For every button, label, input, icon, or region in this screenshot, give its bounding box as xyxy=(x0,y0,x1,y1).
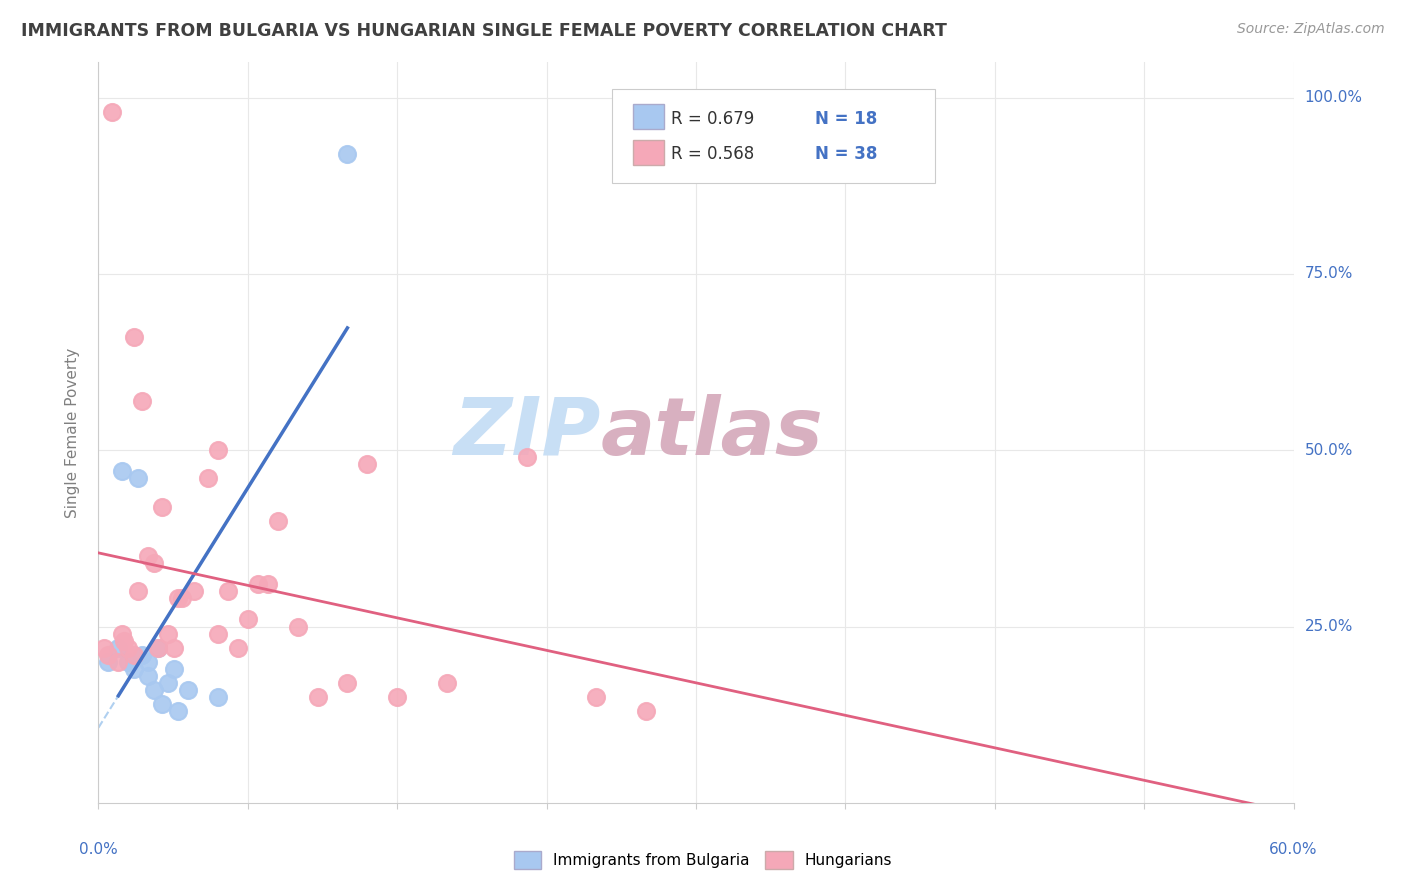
Point xyxy=(107,640,129,655)
Point xyxy=(93,640,115,655)
Point xyxy=(136,655,159,669)
Point xyxy=(148,640,170,655)
Point xyxy=(157,676,180,690)
Point xyxy=(101,104,124,119)
Point xyxy=(111,464,134,478)
Point xyxy=(636,704,658,718)
Point xyxy=(136,669,159,683)
Point xyxy=(117,640,139,655)
Text: ZIP: ZIP xyxy=(453,393,600,472)
Point xyxy=(207,626,229,640)
Text: 60.0%: 60.0% xyxy=(1270,842,1317,856)
Point xyxy=(585,690,607,704)
Text: 50.0%: 50.0% xyxy=(1305,442,1353,458)
Text: 25.0%: 25.0% xyxy=(1305,619,1353,634)
Point xyxy=(131,393,153,408)
Point xyxy=(385,690,409,704)
Point xyxy=(267,514,290,528)
Text: R = 0.568: R = 0.568 xyxy=(671,145,754,163)
Legend: Immigrants from Bulgaria, Hungarians: Immigrants from Bulgaria, Hungarians xyxy=(508,845,898,875)
Point xyxy=(256,577,278,591)
Point xyxy=(436,676,458,690)
Point xyxy=(336,676,359,690)
Text: R = 0.679: R = 0.679 xyxy=(671,110,754,128)
Point xyxy=(177,683,200,698)
Point xyxy=(246,577,269,591)
Point xyxy=(124,330,146,344)
Point xyxy=(117,655,139,669)
Text: N = 38: N = 38 xyxy=(815,145,877,163)
Point xyxy=(172,591,194,606)
Point xyxy=(107,655,129,669)
Point xyxy=(516,450,538,465)
Text: 75.0%: 75.0% xyxy=(1305,267,1353,282)
Point xyxy=(97,655,120,669)
Point xyxy=(197,471,219,485)
Point xyxy=(150,500,173,514)
Point xyxy=(112,633,135,648)
Point xyxy=(136,549,159,563)
Point xyxy=(124,648,146,662)
Point xyxy=(167,704,190,718)
Point xyxy=(157,626,180,640)
Point xyxy=(207,443,229,458)
Point xyxy=(287,619,309,633)
Point xyxy=(163,662,186,676)
Point xyxy=(307,690,329,704)
Point xyxy=(97,648,120,662)
Point xyxy=(148,640,170,655)
Text: atlas: atlas xyxy=(600,393,823,472)
Point xyxy=(356,458,378,472)
Point xyxy=(336,147,359,161)
Point xyxy=(131,648,153,662)
Point xyxy=(163,640,186,655)
Point xyxy=(207,690,229,704)
Point xyxy=(236,612,259,626)
Point xyxy=(167,591,190,606)
Point xyxy=(127,471,149,485)
Point xyxy=(217,584,239,599)
Point xyxy=(111,626,134,640)
Point xyxy=(183,584,205,599)
Text: 100.0%: 100.0% xyxy=(1305,90,1362,105)
Point xyxy=(150,697,173,711)
Text: Source: ZipAtlas.com: Source: ZipAtlas.com xyxy=(1237,22,1385,37)
Text: 0.0%: 0.0% xyxy=(79,842,118,856)
Text: N = 18: N = 18 xyxy=(815,110,877,128)
Point xyxy=(127,584,149,599)
Text: IMMIGRANTS FROM BULGARIA VS HUNGARIAN SINGLE FEMALE POVERTY CORRELATION CHART: IMMIGRANTS FROM BULGARIA VS HUNGARIAN SI… xyxy=(21,22,948,40)
Y-axis label: Single Female Poverty: Single Female Poverty xyxy=(65,348,80,517)
Point xyxy=(226,640,249,655)
Point xyxy=(124,662,146,676)
Point xyxy=(143,556,166,570)
Point xyxy=(143,683,166,698)
